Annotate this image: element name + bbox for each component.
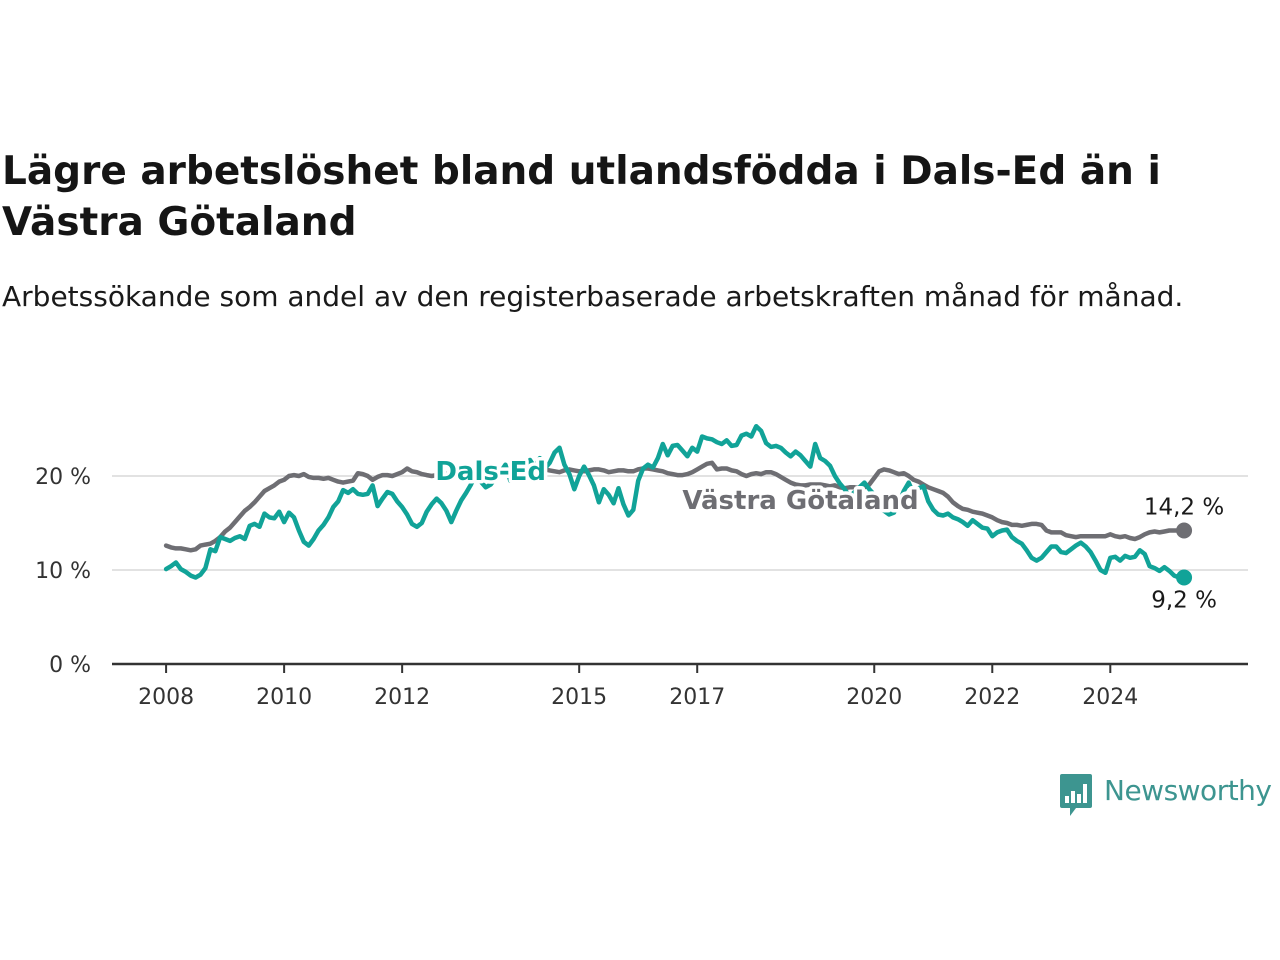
- series-end-marker: [1176, 522, 1193, 539]
- series-name-label: Västra Götaland: [682, 486, 918, 516]
- series-line-dals-ed: [163, 423, 1187, 580]
- x-tick-label: 2015: [551, 685, 607, 710]
- newsworthy-logo: Newsworthy: [1058, 772, 1272, 818]
- x-tick-label: 2010: [256, 685, 312, 710]
- x-tick-label: 2008: [138, 685, 194, 710]
- y-tick-label: 0 %: [49, 653, 91, 678]
- chart-subtitle: Arbetssökande som andel av den registerb…: [2, 280, 1184, 313]
- x-tick-label: 2022: [964, 685, 1020, 710]
- series-end-marker: [1176, 569, 1193, 586]
- series-end-label: 9,2 %: [1151, 588, 1217, 614]
- chart-title: Lägre arbetslöshet bland utlandsfödda i …: [2, 149, 1161, 245]
- newsworthy-logo-text: Newsworthy: [1104, 774, 1272, 807]
- x-tick-label: 2024: [1082, 685, 1138, 710]
- x-tick-label: 2020: [846, 685, 902, 710]
- newsworthy-logo-icon: [1060, 774, 1092, 816]
- series-end-label: 14,2 %: [1144, 495, 1224, 521]
- x-tick-label: 2017: [669, 685, 725, 710]
- x-tick-label: 2012: [374, 685, 430, 710]
- series-name-label: Dals-Ed: [435, 457, 546, 487]
- y-tick-label: 20 %: [35, 465, 91, 490]
- series-line-vastra-gotaland: [163, 460, 1187, 553]
- y-tick-label: 10 %: [35, 559, 91, 584]
